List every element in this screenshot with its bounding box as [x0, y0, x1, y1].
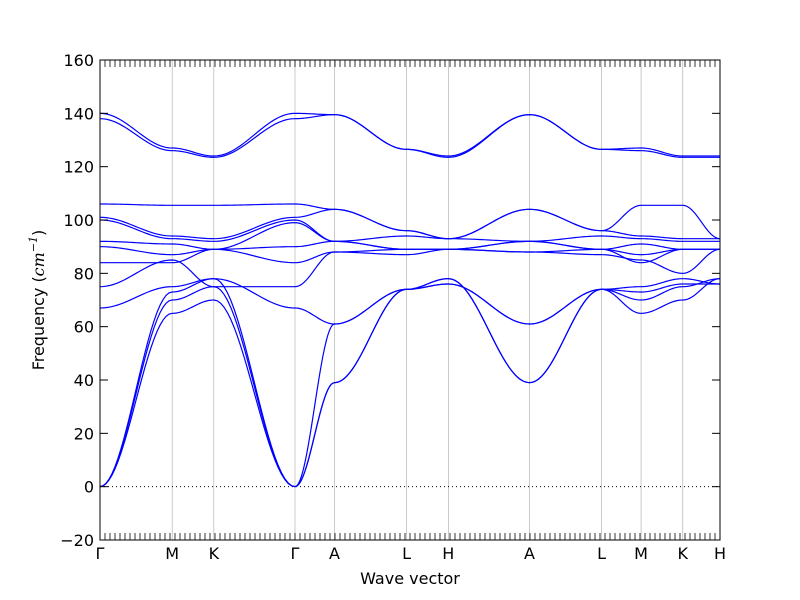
phonon-branch-line — [99, 278, 721, 325]
y-axis-title-prefix: Frequency ( — [29, 276, 48, 370]
x-tick-label: K — [678, 544, 689, 563]
x-tick-label: Γ — [96, 544, 105, 563]
y-axis-title-suffix: ) — [29, 230, 48, 236]
phonon-branch-line — [99, 203, 721, 240]
phonon-branch-line — [99, 114, 720, 158]
y-tick-label: 40 — [74, 371, 94, 390]
x-axis-title: Wave vector — [360, 569, 460, 588]
x-tick-label: H — [714, 544, 726, 563]
x-tick-label: Γ — [291, 544, 300, 563]
phonon-branch-line — [99, 278, 721, 488]
y-tick-label: 60 — [74, 318, 94, 337]
x-tick-label: L — [402, 544, 411, 563]
phonon-branch-line — [99, 219, 720, 242]
x-tick-label: L — [597, 544, 606, 563]
y-tick-label: 120 — [63, 158, 94, 177]
x-tick-label: A — [329, 544, 340, 563]
y-tick-label: 160 — [63, 51, 94, 70]
y-tick-label: 80 — [74, 264, 94, 283]
series-group — [99, 112, 721, 488]
phonon-branch-line — [99, 222, 720, 250]
x-tick-label: A — [524, 544, 535, 563]
y-tick-label: 140 — [63, 104, 94, 123]
y-tick-label: 0 — [84, 478, 94, 497]
y-axis-title-unit: cm — [29, 252, 48, 276]
symmetry-lines-group — [171, 60, 684, 540]
phonon-branch-line — [99, 248, 721, 288]
x-tick-label: K — [209, 544, 220, 563]
y-axis-ticks: −20 0 20 40 60 80 100 120 140 160 — [60, 51, 720, 550]
y-tick-label: 20 — [74, 424, 94, 443]
x-tick-label: M — [165, 544, 179, 563]
x-tick-label: M — [634, 544, 648, 563]
x-tick-label: H — [442, 544, 454, 563]
y-axis-title: Frequency (cm−1) — [27, 230, 48, 371]
y-tick-label: 100 — [63, 211, 94, 230]
y-tick-label: −20 — [60, 531, 94, 550]
y-axis-title-exponent: −1 — [27, 236, 40, 252]
phonon-branch-line — [99, 112, 720, 157]
